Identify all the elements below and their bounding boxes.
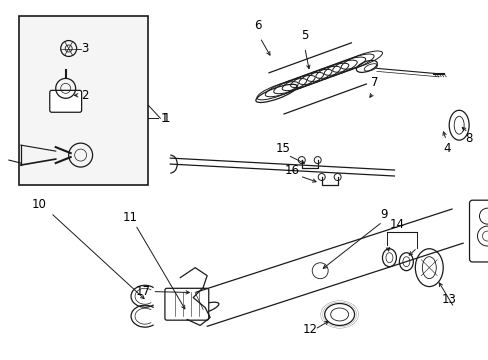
Text: 13: 13 [441,293,456,306]
Text: 1: 1 [160,112,167,125]
Text: 4: 4 [443,141,450,155]
FancyBboxPatch shape [468,200,488,262]
Text: 14: 14 [389,218,404,231]
Bar [19,15,148,185]
FancyBboxPatch shape [50,90,81,112]
Text: 7: 7 [370,76,378,89]
Text: 1: 1 [162,112,169,125]
Text: 15: 15 [275,141,290,155]
Text: 5: 5 [301,29,308,42]
Text: 17: 17 [136,285,151,298]
Text: 10: 10 [31,198,46,211]
Text: 8: 8 [465,132,472,145]
Text: 11: 11 [122,211,138,224]
Text: 2: 2 [81,89,88,102]
Text: 6: 6 [254,19,261,32]
FancyBboxPatch shape [164,288,208,320]
Text: 16: 16 [284,163,299,176]
Text: 12: 12 [302,323,317,336]
Text: 9: 9 [380,208,387,221]
Text: 3: 3 [81,42,89,55]
